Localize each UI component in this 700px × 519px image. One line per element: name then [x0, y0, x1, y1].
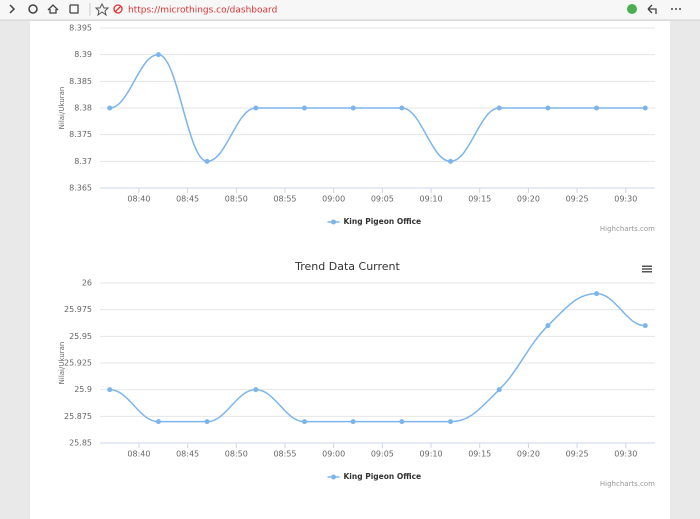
reader-button[interactable]: [69, 4, 79, 14]
x-tick-label: 08:45: [176, 450, 199, 459]
x-tick-label: 09:10: [420, 450, 443, 459]
x-tick-label: 09:05: [371, 450, 394, 459]
menu-dot[interactable]: [675, 8, 677, 10]
legend-entry[interactable]: King Pigeon Office: [344, 472, 422, 481]
x-tick-label: 09:00: [322, 450, 345, 459]
data-point: [204, 419, 210, 425]
menu-bar: [642, 265, 652, 267]
reload-button[interactable]: [28, 4, 38, 14]
legend-entry[interactable]: King Pigeon Office: [344, 217, 422, 226]
menu-bar: [642, 271, 652, 273]
x-tick-label: 09:10: [420, 195, 443, 204]
data-point: [301, 419, 307, 425]
data-point: [496, 387, 502, 393]
credits: Highcharts.com: [600, 480, 655, 488]
legend-symbol: [331, 219, 336, 225]
x-tick-label: 09:30: [614, 450, 637, 459]
chart-menu[interactable]: [642, 265, 652, 273]
chart-title: Trend Data Current: [294, 260, 400, 273]
bookmark-button[interactable]: [94, 2, 110, 17]
y-axis-title: Nilai/Ukuran: [58, 87, 66, 130]
data-point: [155, 419, 161, 425]
data-point: [253, 387, 259, 393]
data-point: [107, 387, 113, 393]
x-tick-label: 09:25: [566, 450, 589, 459]
y-tick-label: 26: [82, 279, 92, 288]
x-tick-label: 09:30: [614, 195, 637, 204]
y-tick-label: 25.925: [64, 359, 92, 368]
y-tick-label: 8.385: [69, 77, 92, 86]
y-tick-label: 25.85: [69, 439, 92, 448]
insecure-icon-slash: [114, 5, 122, 13]
home-button[interactable]: [47, 4, 59, 14]
data-point: [545, 105, 551, 111]
url[interactable]: https://microthings.co/dashboard: [128, 6, 277, 16]
undo-button[interactable]: [647, 4, 657, 14]
y-tick-label: 25.9: [74, 385, 92, 394]
x-tick-label: 08:55: [273, 195, 296, 204]
x-tick-label: 09:20: [517, 450, 540, 459]
data-point: [642, 323, 648, 329]
data-point: [204, 158, 210, 164]
data-point: [399, 419, 405, 425]
x-tick-label: 09:15: [468, 195, 491, 204]
y-tick-label: 8.375: [69, 130, 92, 139]
data-point: [496, 105, 502, 111]
menu-dot[interactable]: [679, 8, 681, 10]
data-point: [107, 105, 113, 111]
x-tick-label: 08:40: [127, 195, 150, 204]
toolbar: [0, 0, 700, 20]
y-axis-title: Nilai/Ukuran: [58, 342, 66, 385]
x-tick-label: 08:50: [225, 450, 248, 459]
data-point: [448, 419, 454, 425]
x-tick-label: 08:40: [127, 450, 150, 459]
insecure-icon: [113, 4, 123, 14]
dashboard-panel: [30, 21, 670, 519]
data-point: [155, 52, 161, 58]
y-tick-label: 8.37: [74, 157, 92, 166]
data-point: [594, 105, 600, 111]
data-point: [545, 323, 551, 329]
data-point: [399, 105, 405, 111]
credits: Highcharts.com: [600, 225, 655, 233]
x-tick-label: 09:05: [371, 195, 394, 204]
legend-symbol: [331, 474, 336, 480]
x-tick-label: 09:25: [566, 195, 589, 204]
x-tick-label: 08:55: [273, 450, 296, 459]
y-tick-label: 8.365: [69, 184, 92, 193]
y-tick-label: 25.95: [69, 332, 92, 341]
x-tick-label: 09:00: [322, 195, 345, 204]
y-tick-label: 8.395: [69, 24, 92, 33]
extension-icon[interactable]: [627, 4, 637, 14]
y-tick-label: 8.38: [74, 104, 92, 113]
data-point: [642, 105, 648, 111]
x-tick-label: 09:15: [468, 450, 491, 459]
back-button[interactable]: [9, 4, 16, 14]
y-tick-label: 8.39: [74, 50, 92, 59]
x-tick-label: 08:45: [176, 195, 199, 204]
data-point: [301, 105, 307, 111]
data-point: [253, 105, 259, 111]
x-tick-label: 08:50: [225, 195, 248, 204]
data-point: [594, 291, 600, 297]
y-tick-label: 25.975: [64, 305, 92, 314]
data-point: [448, 158, 454, 164]
data-point: [350, 419, 356, 425]
menu-dot[interactable]: [671, 8, 673, 10]
series-line: [109, 292, 646, 423]
y-tick-label: 25.875: [64, 412, 92, 421]
menu-bar: [642, 268, 652, 270]
x-tick-label: 09:20: [517, 195, 540, 204]
data-point: [350, 105, 356, 111]
